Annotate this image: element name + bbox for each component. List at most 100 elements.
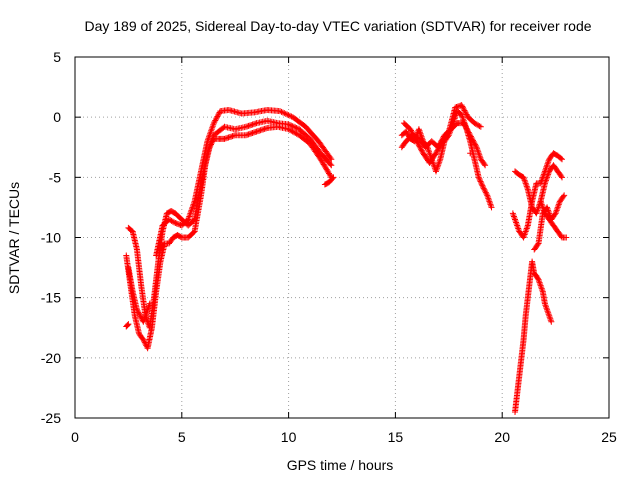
data-point	[411, 134, 418, 141]
data-point	[460, 120, 467, 127]
data-point	[408, 127, 415, 134]
data-point	[466, 130, 473, 137]
data-point	[534, 275, 541, 282]
data-point	[287, 112, 294, 119]
data-point	[481, 161, 488, 168]
data-point	[436, 143, 443, 150]
data-point	[284, 111, 291, 118]
data-point	[292, 124, 299, 131]
data-point	[551, 211, 558, 218]
data-point	[213, 114, 220, 121]
series-arc-2c	[400, 102, 484, 166]
data-point	[559, 174, 566, 181]
data-point	[558, 173, 565, 180]
data-point	[168, 217, 175, 224]
plot-frame	[74, 56, 610, 419]
data-point	[134, 308, 141, 315]
data-point	[328, 156, 335, 163]
series-arc-1-tail	[123, 174, 337, 330]
data-point	[458, 102, 465, 109]
data-point	[482, 162, 489, 169]
data-point	[288, 122, 295, 129]
data-point	[435, 144, 442, 151]
data-point	[415, 140, 422, 147]
data-point	[476, 123, 483, 130]
series-arc-1c	[125, 106, 335, 325]
data-point	[471, 140, 478, 147]
data-point	[190, 229, 197, 236]
data-point	[470, 137, 477, 144]
data-point	[409, 130, 416, 137]
data-point	[559, 156, 566, 163]
data-point	[410, 131, 417, 138]
data-point	[413, 136, 420, 143]
data-point	[418, 147, 425, 154]
data-point	[414, 139, 421, 146]
data-point	[467, 133, 474, 140]
data-point	[461, 121, 468, 128]
data-point	[410, 132, 417, 139]
data-point	[467, 150, 474, 157]
data-point	[210, 120, 217, 127]
x-tick-label: 5	[178, 429, 186, 445]
data-point	[169, 218, 176, 225]
series-arc-3e	[537, 198, 570, 241]
data-point	[462, 108, 469, 115]
data-point	[548, 318, 555, 325]
series-arc-3a	[512, 258, 555, 415]
data-point	[467, 132, 474, 139]
data-point	[279, 109, 286, 116]
data-point	[212, 116, 219, 123]
series-arc-1b	[125, 117, 335, 331]
series-arc-3d	[531, 192, 568, 253]
data-point	[463, 111, 470, 118]
data-point	[478, 181, 485, 188]
data-point	[482, 188, 489, 195]
data-point	[138, 314, 145, 321]
data-point	[289, 123, 296, 130]
data-point	[211, 118, 218, 125]
data-point	[330, 174, 337, 181]
data-point	[140, 336, 147, 343]
y-axis-label: SDTVAR / TECUs	[6, 182, 22, 294]
grid	[75, 57, 609, 418]
data-point	[327, 154, 334, 161]
data-point	[469, 136, 476, 143]
data-point	[212, 117, 219, 124]
data-point	[480, 185, 487, 192]
data-point	[462, 122, 469, 129]
x-tick-label: 10	[281, 429, 297, 445]
data-point	[462, 110, 469, 117]
data-point	[125, 321, 132, 328]
data-point	[418, 146, 425, 153]
data-point	[476, 177, 483, 184]
data-point	[286, 121, 293, 128]
data-point	[407, 126, 414, 133]
data-point	[462, 124, 469, 131]
data-point	[472, 141, 479, 148]
data-point	[477, 178, 484, 185]
data-point	[171, 219, 178, 226]
data-point	[475, 174, 482, 181]
data-point	[476, 175, 483, 182]
x-tick-label: 0	[71, 429, 79, 445]
x-tick-label: 15	[388, 429, 404, 445]
data-point	[477, 123, 484, 130]
y-tick-label: -5	[49, 169, 62, 185]
data-point	[483, 190, 490, 197]
data-points	[123, 102, 570, 415]
data-point	[278, 108, 285, 115]
y-tick-label: -15	[41, 290, 61, 306]
y-tick-label: -25	[41, 410, 61, 426]
data-point	[560, 193, 567, 200]
data-point	[285, 121, 292, 128]
x-axis-label: GPS time / hours	[287, 457, 394, 473]
data-point	[285, 112, 292, 119]
data-point	[479, 183, 486, 190]
data-point	[437, 140, 444, 147]
data-point	[293, 124, 300, 131]
data-point	[124, 321, 131, 328]
data-point	[561, 192, 568, 199]
data-point	[328, 162, 335, 169]
